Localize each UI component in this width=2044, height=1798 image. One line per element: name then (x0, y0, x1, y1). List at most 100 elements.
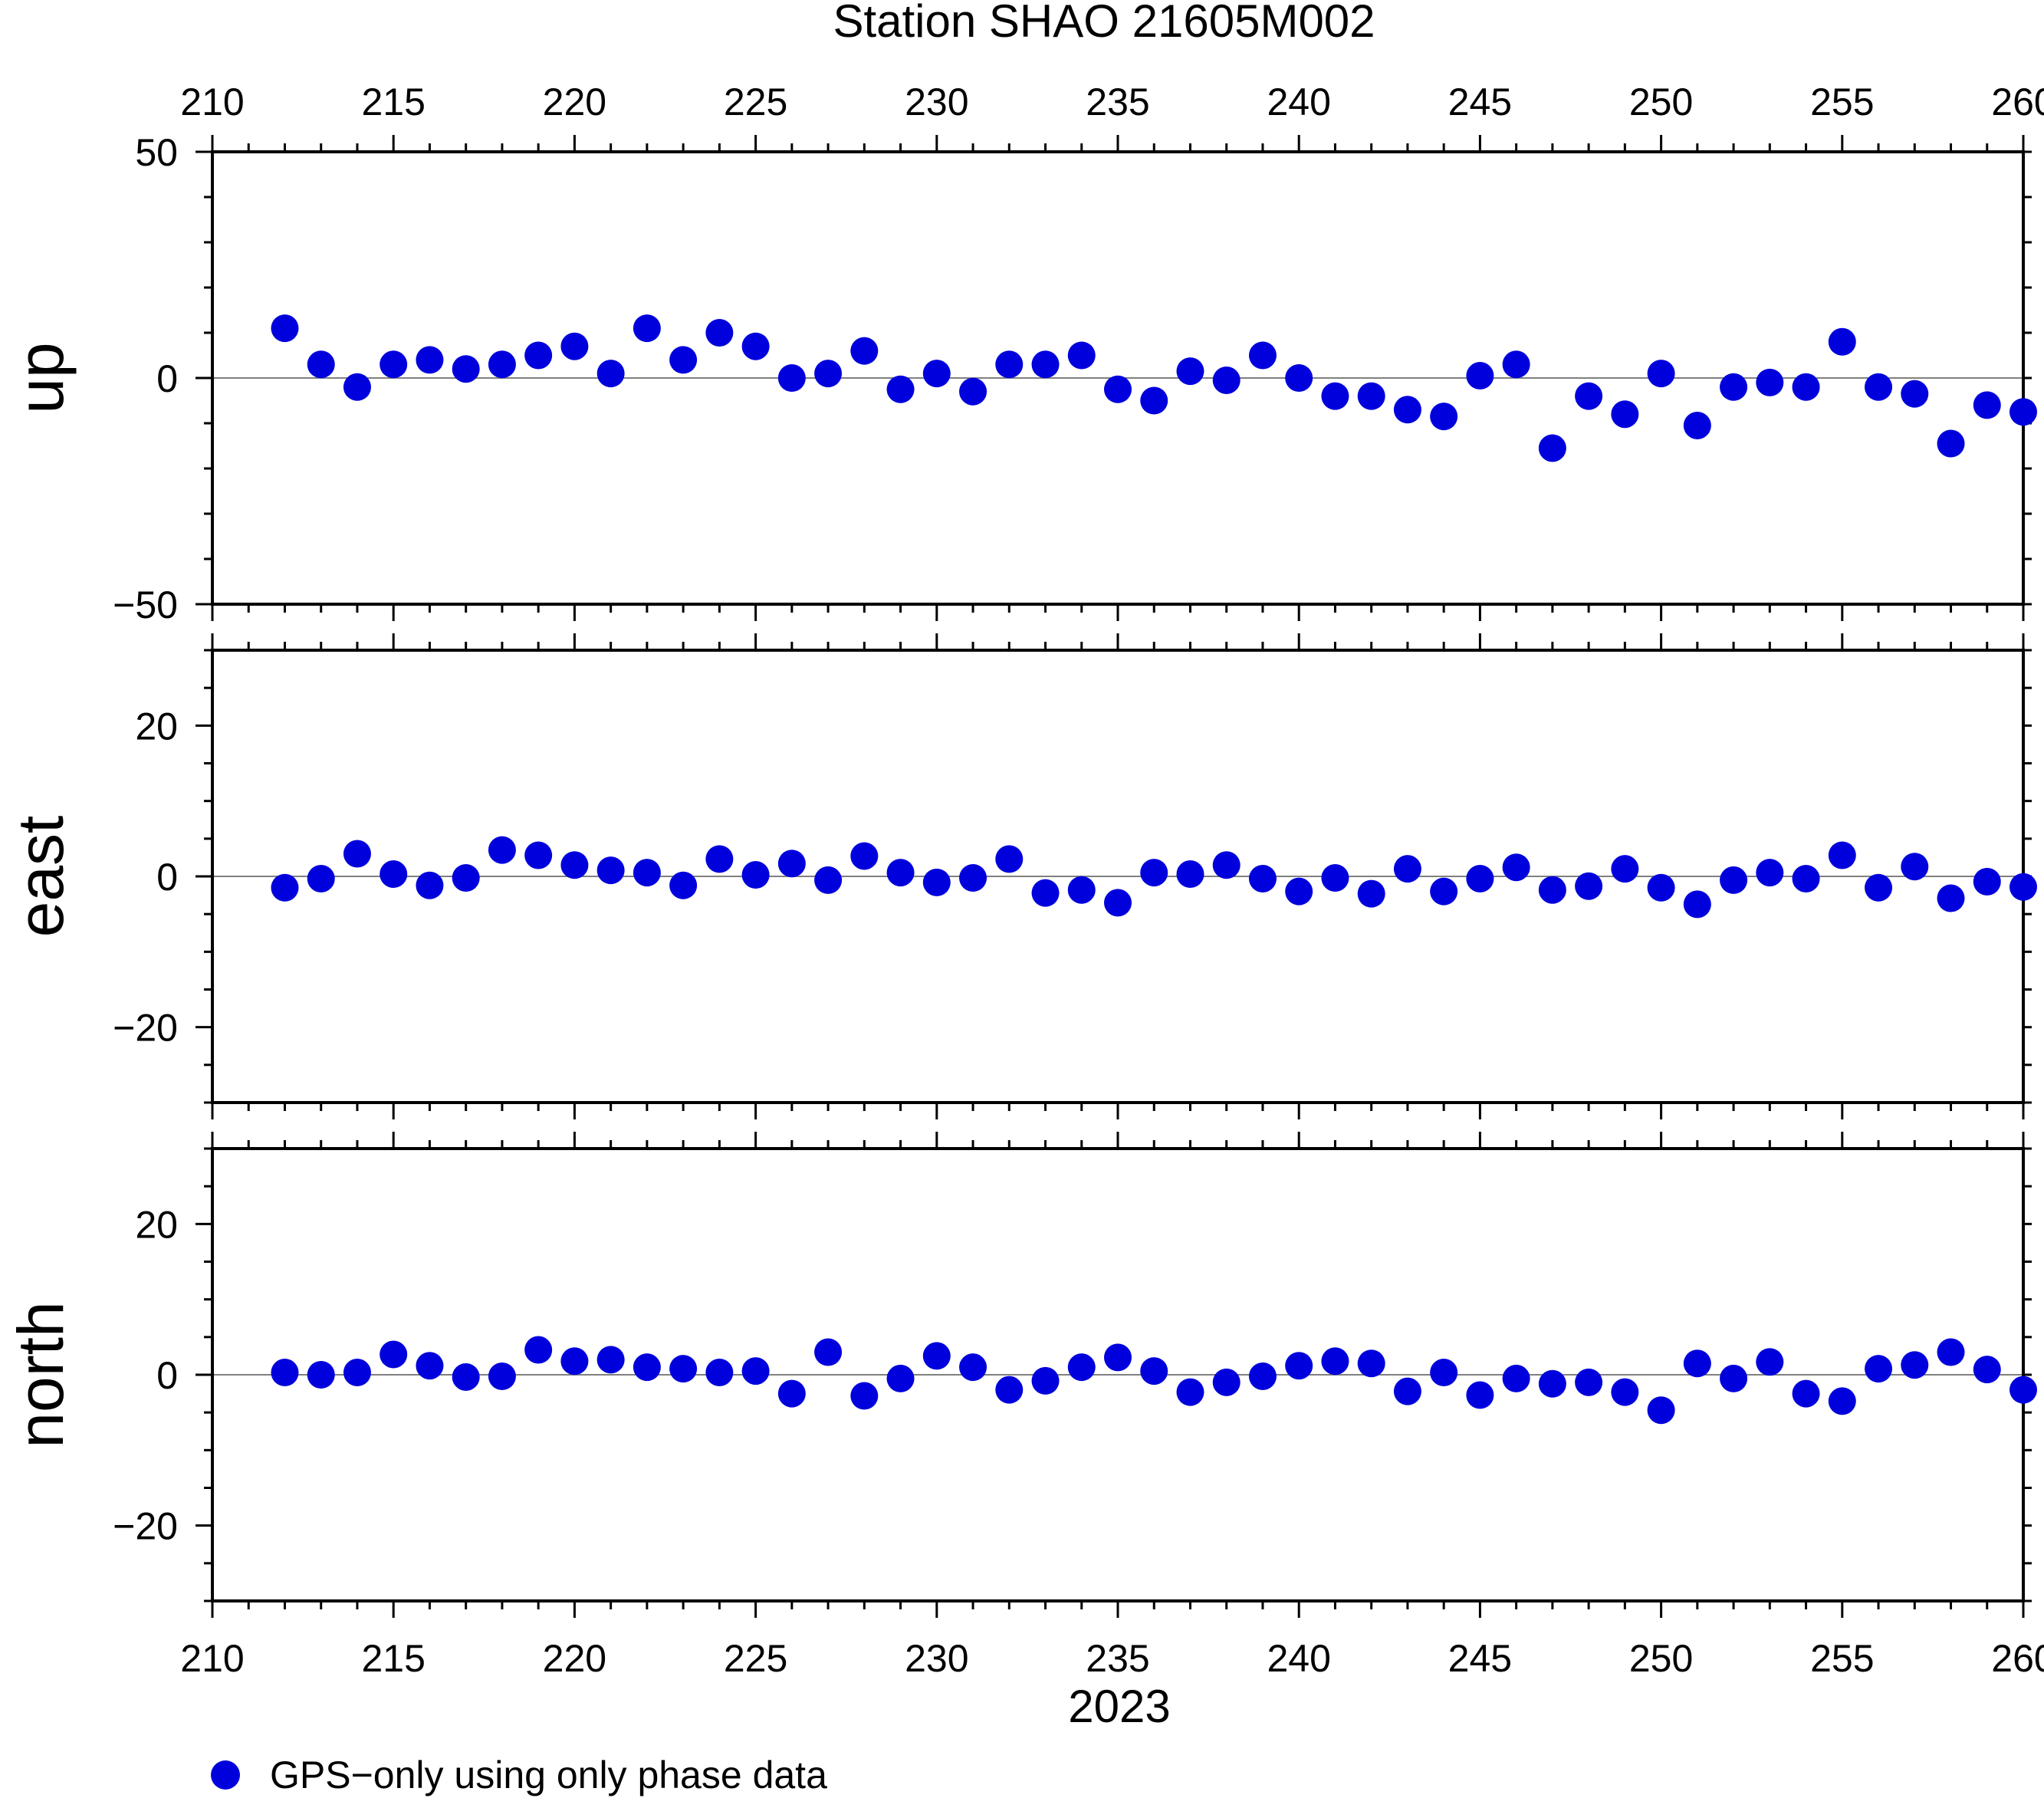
data-point (1248, 341, 1277, 370)
data-point (1865, 873, 1893, 902)
data-point (669, 1355, 698, 1383)
data-point (1140, 859, 1168, 887)
data-point (705, 319, 734, 347)
x-tick-label-bottom: 215 (361, 1637, 425, 1680)
data-point (814, 866, 843, 894)
data-point (995, 845, 1024, 873)
x-tick-label-bottom: 240 (1267, 1637, 1330, 1680)
data-point (1031, 1366, 1060, 1395)
chart-title: Station SHAO 21605M002 (833, 0, 1375, 47)
data-point (1647, 1396, 1675, 1425)
x-tick-label-top: 255 (1810, 81, 1874, 123)
data-point (1828, 1387, 1856, 1415)
data-point (1720, 373, 1748, 401)
x-tick-label-bottom: 230 (905, 1637, 968, 1680)
data-point (1067, 1353, 1096, 1382)
panel-frame (211, 150, 2025, 606)
data-point (995, 350, 1024, 379)
data-point (452, 863, 480, 892)
x-tick-label-top: 225 (724, 81, 787, 123)
x-tick-label-top: 210 (180, 81, 244, 123)
data-point (1575, 872, 1603, 900)
data-point (416, 871, 444, 899)
data-point (1321, 382, 1349, 410)
data-point (1104, 375, 1132, 403)
data-point (1430, 403, 1458, 431)
data-point (777, 364, 806, 392)
data-point (1865, 1355, 1893, 1383)
data-point (850, 337, 879, 365)
data-point (1683, 1349, 1711, 1378)
y-axis-label-up: up (5, 342, 77, 413)
data-point (741, 861, 770, 889)
data-point (1285, 364, 1313, 392)
x-tick-label-top: 230 (905, 81, 968, 123)
data-point (1212, 366, 1241, 394)
data-point (1647, 360, 1675, 388)
data-point (307, 1361, 335, 1389)
x-tick-label-top: 260 (1991, 81, 2044, 123)
data-point (524, 341, 553, 370)
y-tick-label: 50 (135, 131, 178, 174)
y-tick-label: −20 (113, 1007, 178, 1050)
data-point (1067, 341, 1096, 370)
data-point (633, 314, 661, 343)
x-tick-label-top: 245 (1448, 81, 1512, 123)
data-point (814, 360, 843, 388)
x-tick-label-bottom: 235 (1086, 1637, 1149, 1680)
y-tick-label: −20 (113, 1505, 178, 1548)
x-tick-label-bottom: 255 (1810, 1637, 1874, 1680)
data-point (416, 346, 444, 374)
data-point (416, 1352, 444, 1380)
data-point (1357, 1349, 1385, 1378)
legend-label: GPS−only using only phase data (270, 1754, 827, 1796)
data-point (488, 1362, 516, 1390)
data-point (2009, 1376, 2037, 1404)
x-tick-label-top: 220 (543, 81, 606, 123)
data-point (1720, 1364, 1748, 1392)
y-tick-label: 0 (156, 856, 178, 899)
y-tick-label: 0 (156, 1354, 178, 1397)
data-point (1466, 1381, 1494, 1409)
data-point (1393, 1377, 1421, 1405)
data-point (524, 1336, 553, 1364)
data-point (560, 332, 589, 360)
data-point (488, 836, 516, 864)
y-axis-label-east: east (5, 816, 77, 938)
data-point (1176, 357, 1204, 386)
data-point (1973, 1356, 2001, 1384)
data-point (1538, 1369, 1566, 1398)
data-point (380, 350, 408, 379)
data-point (995, 1376, 1024, 1404)
data-point (1430, 1359, 1458, 1387)
legend: GPS−only using only phase data (211, 1754, 827, 1796)
data-point (1466, 362, 1494, 390)
data-point (1104, 1343, 1132, 1372)
x-tick-label-bottom: 250 (1629, 1637, 1693, 1680)
panel-up: −50 0 50 up (5, 131, 2037, 626)
data-point (959, 1353, 987, 1382)
data-point (1285, 877, 1313, 906)
x-tick-label-bottom: 210 (180, 1637, 244, 1680)
data-point (959, 377, 987, 406)
data-point (1647, 873, 1675, 902)
data-point (596, 1346, 625, 1374)
data-point (596, 360, 625, 388)
data-point (1901, 380, 1929, 408)
y-axis-label-north: north (5, 1301, 77, 1448)
data-point (1321, 863, 1349, 892)
data-point (1792, 1379, 1820, 1408)
data-point (380, 1340, 408, 1369)
data-point (2009, 398, 2037, 426)
legend-marker (211, 1760, 240, 1790)
data-point (1683, 890, 1711, 919)
data-point (705, 845, 734, 873)
data-point (1756, 368, 1784, 396)
data-point (452, 355, 480, 383)
data-point (524, 841, 553, 869)
data-point (1031, 879, 1060, 907)
data-point (633, 1353, 661, 1382)
panels: −50 0 50 up −20 0 20 east −20 0 20 north 210 210 215 21… (5, 81, 2044, 1680)
data-point (959, 863, 987, 892)
data-point (741, 1357, 770, 1385)
